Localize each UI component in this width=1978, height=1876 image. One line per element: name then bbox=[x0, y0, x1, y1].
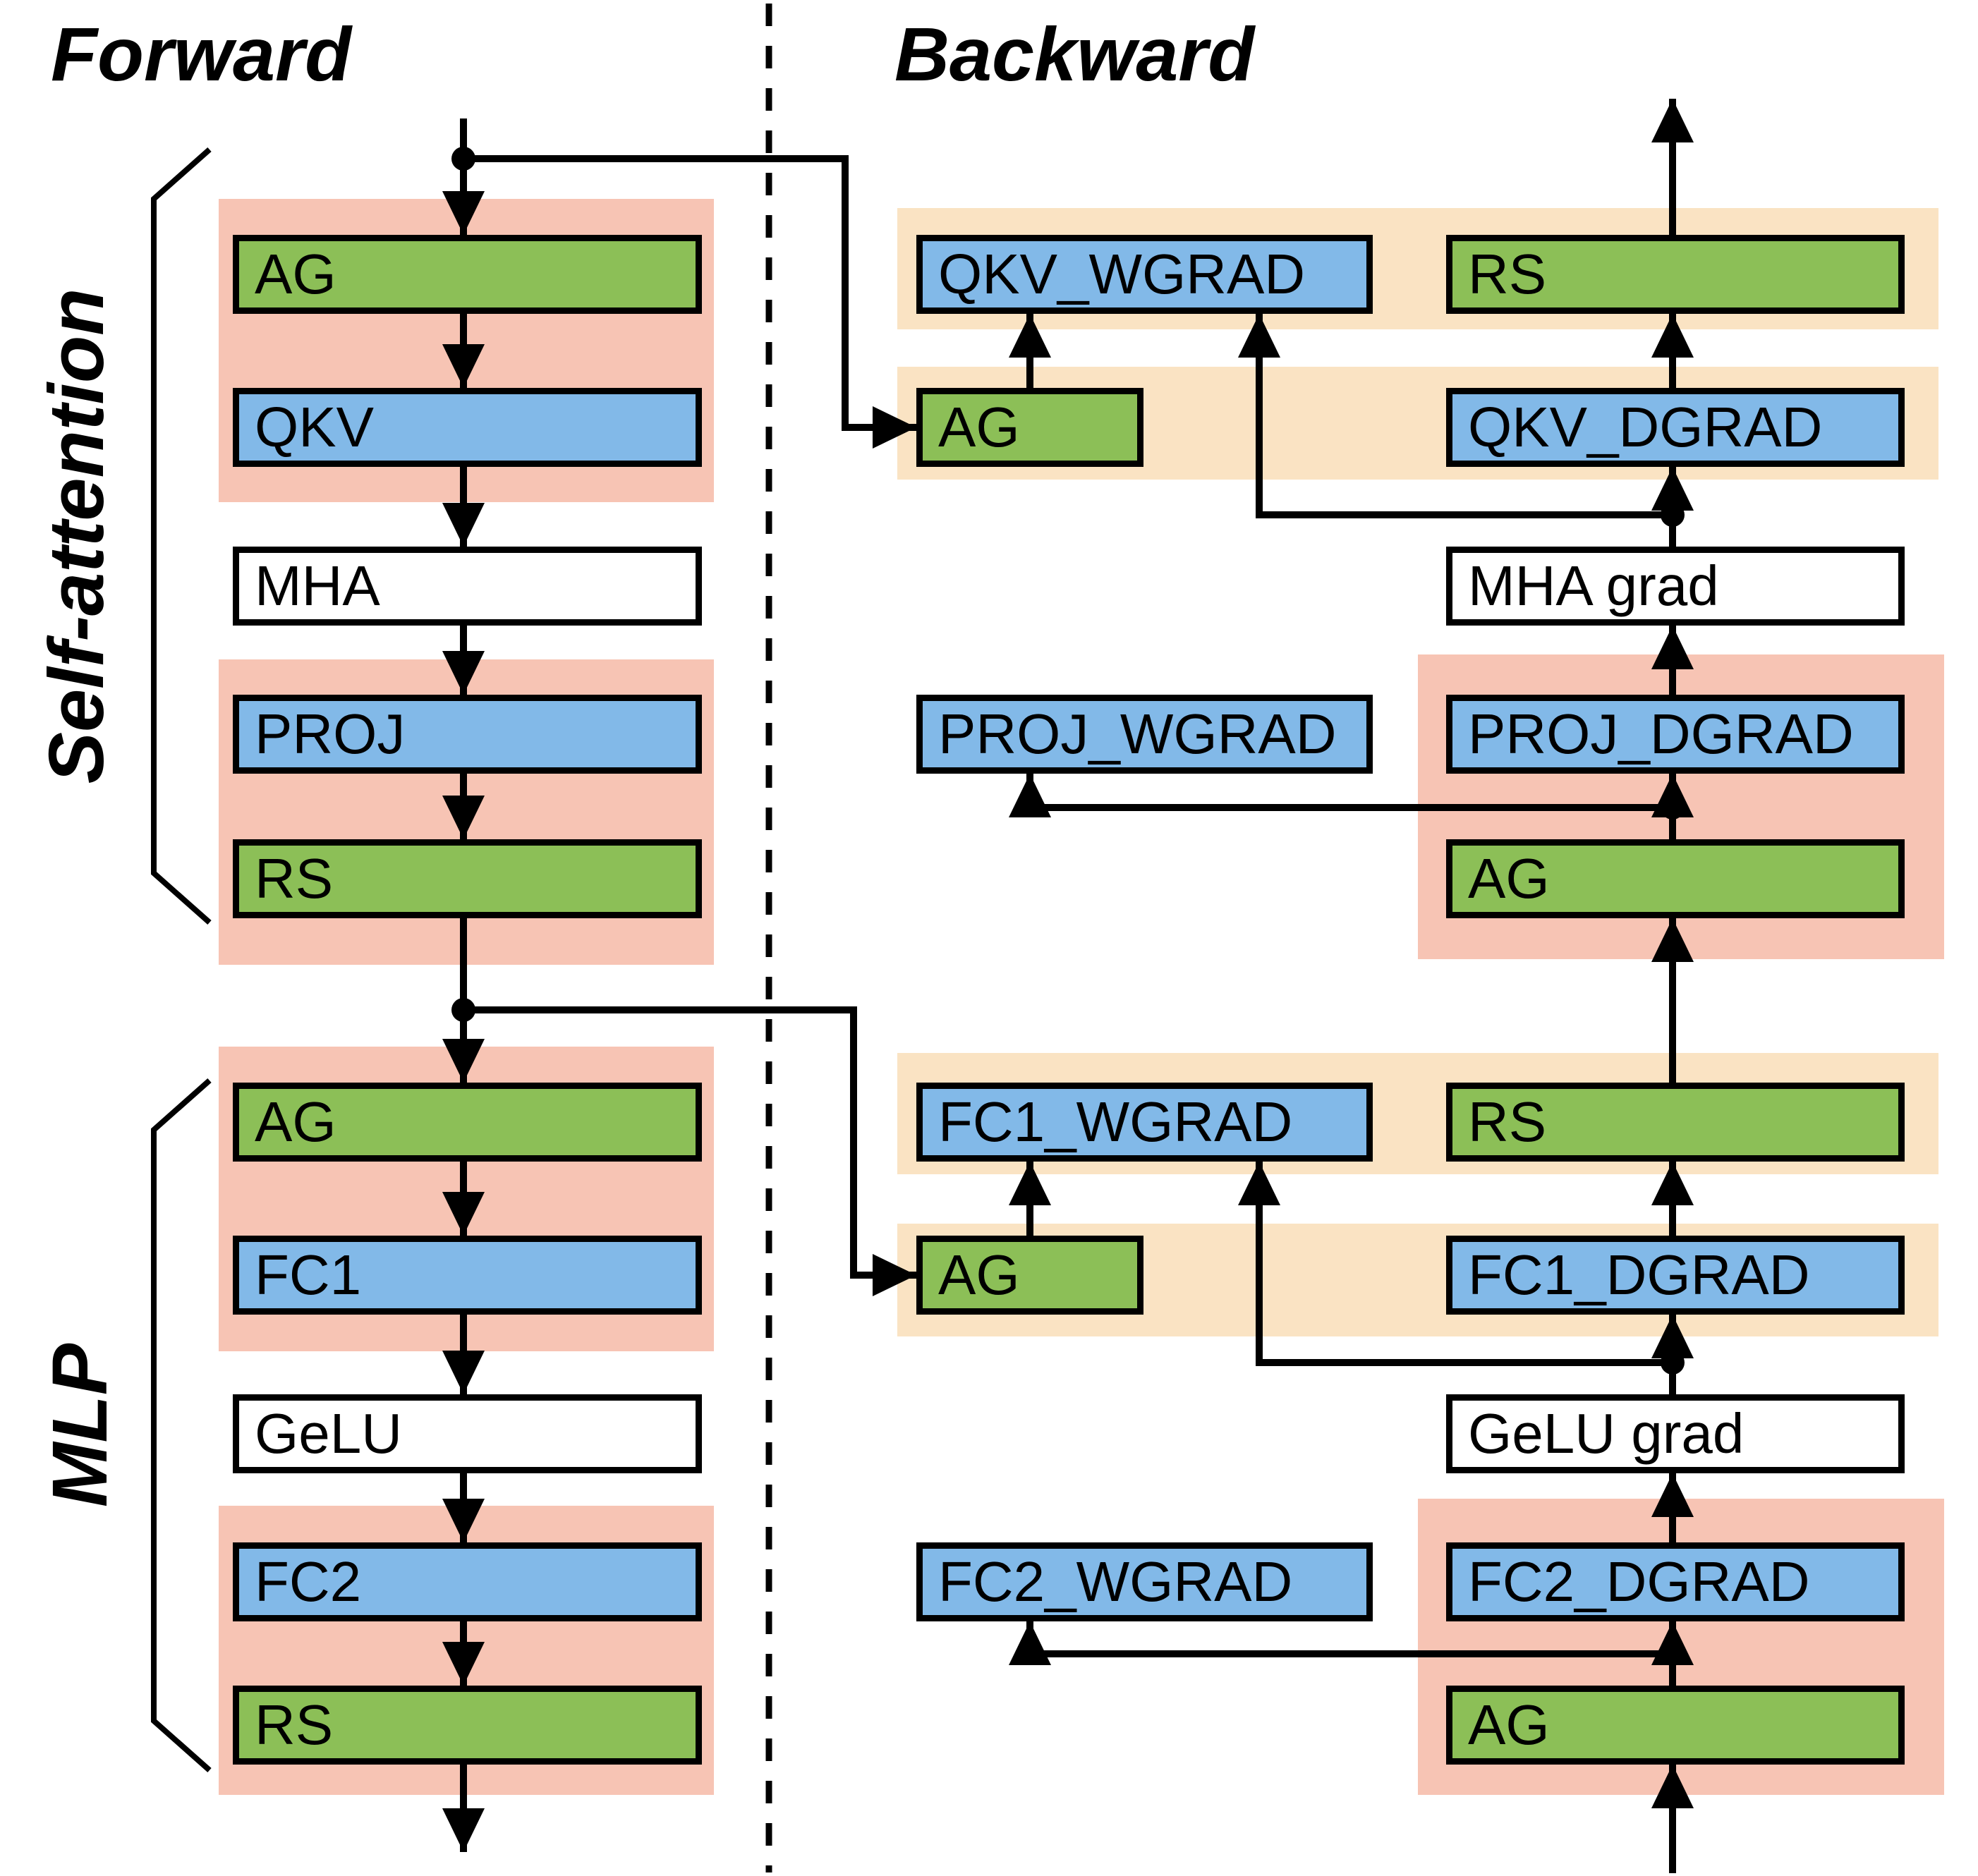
node-backward-reducescatter-mlp: RS bbox=[1446, 1083, 1905, 1162]
node-backward-fc1-dgrad: FC1_DGRAD bbox=[1446, 1236, 1905, 1315]
forward-title: Forward bbox=[51, 11, 352, 97]
node-forward-proj-gemm: PROJ bbox=[233, 695, 702, 774]
self-attention-label: Self-attention bbox=[33, 288, 120, 784]
node-backward-allgather-attn-wgrad: AG bbox=[916, 388, 1143, 467]
node-backward-proj-dgrad: PROJ_DGRAD bbox=[1446, 695, 1905, 774]
node-forward-gelu: GeLU bbox=[233, 1394, 702, 1473]
node-forward-reducescatter-attn: RS bbox=[233, 839, 702, 918]
node-backward-fc1-wgrad: FC1_WGRAD bbox=[916, 1083, 1373, 1162]
node-backward-mha-grad: MHA grad bbox=[1446, 547, 1905, 626]
node-forward-reducescatter-mlp: RS bbox=[233, 1686, 702, 1765]
self-attention-bracket bbox=[151, 147, 212, 925]
node-backward-fc2-wgrad: FC2_WGRAD bbox=[916, 1542, 1373, 1621]
node-forward-allgather-attn: AG bbox=[233, 235, 702, 314]
node-backward-proj-wgrad: PROJ_WGRAD bbox=[916, 695, 1373, 774]
mlp-bracket bbox=[151, 1078, 212, 1772]
node-forward-qkv-gemm: QKV bbox=[233, 388, 702, 467]
node-backward-allgather-mlp-wgrad: AG bbox=[916, 1236, 1143, 1315]
node-backward-reducescatter-attn: RS bbox=[1446, 235, 1905, 314]
node-backward-fc2-dgrad: FC2_DGRAD bbox=[1446, 1542, 1905, 1621]
node-backward-qkv-wgrad: QKV_WGRAD bbox=[916, 235, 1373, 314]
node-forward-fc1-gemm: FC1 bbox=[233, 1236, 702, 1315]
node-backward-allgather-attn-dgrad: AG bbox=[1446, 839, 1905, 918]
backward-title: Backward bbox=[894, 11, 1255, 97]
mlp-label: MLP bbox=[37, 1343, 123, 1508]
node-forward-allgather-mlp: AG bbox=[233, 1083, 702, 1162]
node-backward-qkv-dgrad: QKV_DGRAD bbox=[1446, 388, 1905, 467]
node-forward-mha: MHA bbox=[233, 547, 702, 626]
node-forward-fc2-gemm: FC2 bbox=[233, 1542, 702, 1621]
node-backward-gelu-grad: GeLU grad bbox=[1446, 1394, 1905, 1473]
node-backward-allgather-mlp-dgrad: AG bbox=[1446, 1686, 1905, 1765]
